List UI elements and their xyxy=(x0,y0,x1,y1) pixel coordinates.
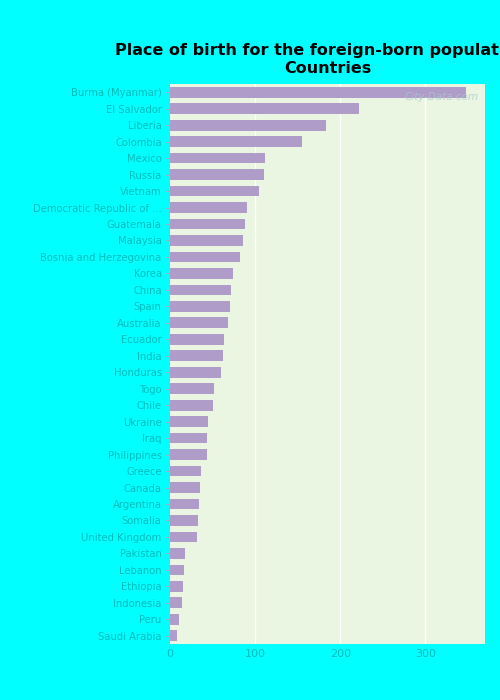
Bar xyxy=(170,384,214,394)
Text: City-Data.com: City-Data.com xyxy=(404,92,478,102)
Bar xyxy=(170,202,246,213)
Bar xyxy=(170,631,177,641)
Bar xyxy=(170,153,266,164)
Bar xyxy=(170,104,359,114)
Bar xyxy=(170,351,223,361)
Bar xyxy=(170,235,243,246)
Bar xyxy=(170,498,199,510)
Bar xyxy=(170,400,212,410)
Bar xyxy=(170,318,228,328)
Bar xyxy=(170,334,224,344)
Bar xyxy=(170,581,183,592)
Bar xyxy=(170,218,245,230)
Bar xyxy=(170,301,230,312)
Bar xyxy=(170,531,197,542)
Bar xyxy=(170,433,207,444)
Bar xyxy=(170,598,182,608)
Bar xyxy=(170,416,208,427)
Bar xyxy=(170,169,264,180)
Bar xyxy=(170,515,198,526)
Bar xyxy=(170,136,302,147)
Bar xyxy=(170,548,186,559)
Bar xyxy=(170,284,232,295)
Title: Place of birth for the foreign-born population -
Countries: Place of birth for the foreign-born popu… xyxy=(116,43,500,76)
Bar xyxy=(170,268,233,279)
Bar xyxy=(170,367,221,377)
Bar xyxy=(170,449,206,460)
Bar xyxy=(170,251,240,262)
Bar xyxy=(170,87,466,97)
Bar xyxy=(170,466,200,477)
Bar xyxy=(170,186,260,197)
Bar xyxy=(170,564,184,575)
Bar xyxy=(170,614,178,624)
Bar xyxy=(170,482,200,493)
Bar xyxy=(170,120,326,130)
